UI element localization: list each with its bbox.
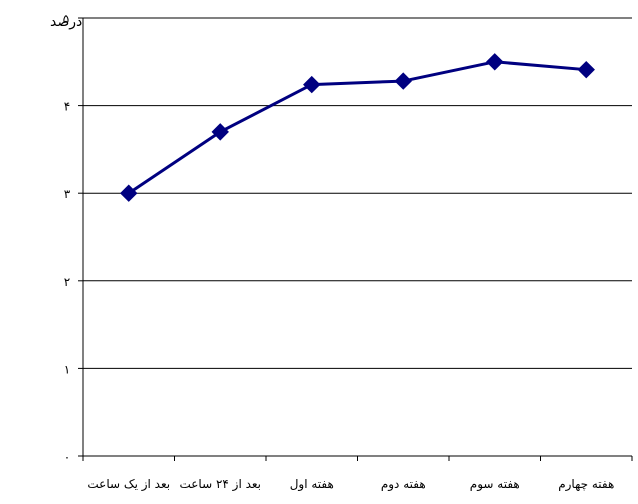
data-point-5: [577, 60, 595, 79]
x-tick-label-0: بعد از یک ساعت: [87, 477, 170, 492]
x-tick-label-2: هفته اول: [290, 477, 334, 492]
x-tick-label-1: بعد از ۲۴ ساعت: [179, 477, 261, 492]
series-group: [120, 53, 595, 202]
data-point-3: [394, 72, 412, 90]
gridlines: [83, 17, 632, 369]
y-tick-label-5: ۵: [63, 12, 69, 26]
y-tick-label-1: ۱: [64, 362, 70, 376]
y-tick-label-2: ۲: [64, 275, 70, 289]
data-point-0: [120, 184, 138, 202]
x-tick-label-4: هفته سوم: [470, 477, 520, 492]
data-point-4: [486, 53, 504, 71]
x-tick-label-5: هفته چهارم: [558, 477, 614, 492]
y-tick-label-3: ۳: [64, 187, 71, 201]
axes: [78, 17, 633, 461]
series-line-0: [127, 60, 587, 195]
data-point-1: [211, 123, 229, 141]
y-tick-label-0: ۰: [64, 450, 70, 464]
x-tick-label-3: هفته دوم: [381, 477, 426, 492]
labels: درصد ۰ ۱ ۲ ۳ ۴ ۵ بعد از یک ساعت بعد از ۲۴ ساعت ه…: [50, 12, 614, 492]
y-unit-label: درصد: [50, 14, 82, 30]
y-tick-label-4: ۴: [64, 100, 70, 114]
data-point-2: [303, 75, 321, 94]
